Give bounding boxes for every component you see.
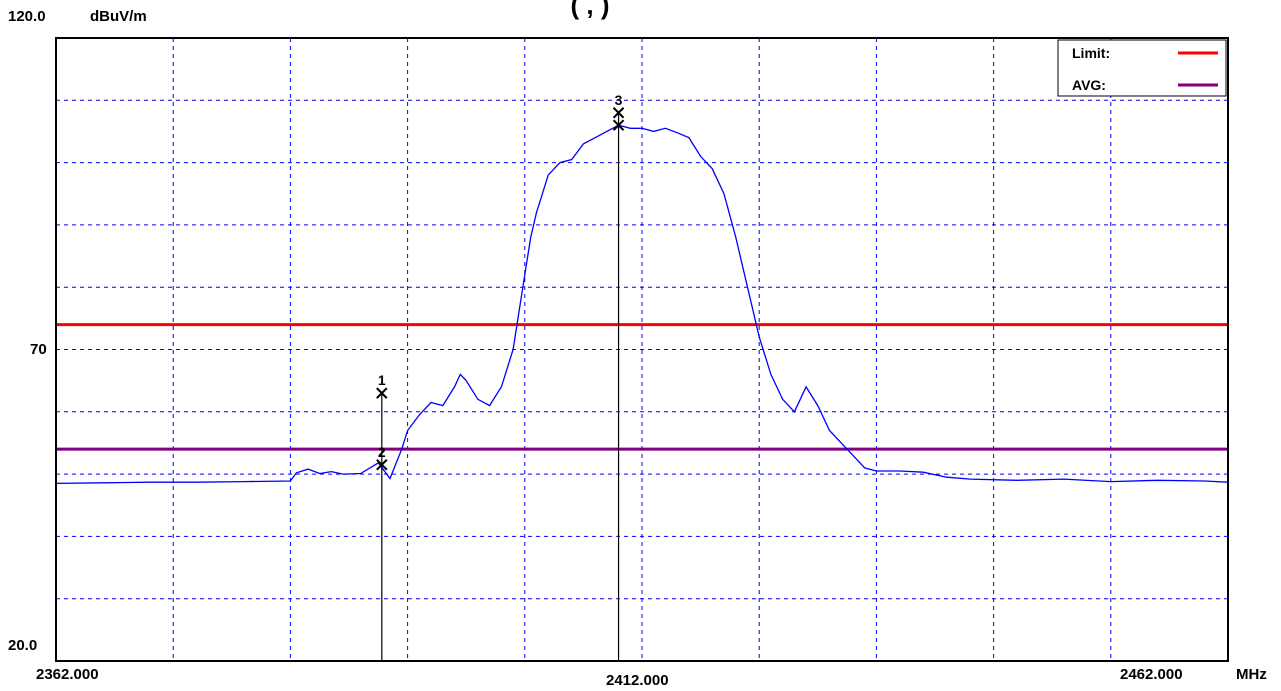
marker-x [612,107,625,119]
y-tick-label-mid: 70 [30,341,47,358]
marker-x [612,119,625,131]
marker-label-1: 1 [378,372,386,388]
x-tick-label-center: 2412.000 [606,672,669,689]
legend-label-limit: Limit: [1072,45,1110,61]
grid-lines [56,38,1228,661]
limit-lines [56,323,1228,451]
marker-group: 1 2 3 [376,92,625,661]
y-tick-label-top: 120.0 [8,8,46,25]
marker-x [376,387,388,399]
marker-x [376,459,388,471]
x-tick-label-right: 2462.000 [1120,666,1183,683]
marker-label-2: 2 [378,444,386,460]
series-line-trace [55,124,1229,485]
x-unit-label: MHz [1236,666,1267,683]
chart-title-fragment: ( , ) [571,0,610,20]
legend: Limit: AVG: [1057,39,1227,97]
legend-label-avg: AVG: [1072,77,1106,93]
marker-label-3: 3 [615,92,623,108]
y-tick-label-bottom: 20.0 [8,637,37,654]
plot-frame [55,37,1229,662]
y-unit-label: dBuV/m [90,8,147,25]
x-tick-label-left: 2362.000 [36,666,99,683]
legend-box [1057,39,1227,97]
